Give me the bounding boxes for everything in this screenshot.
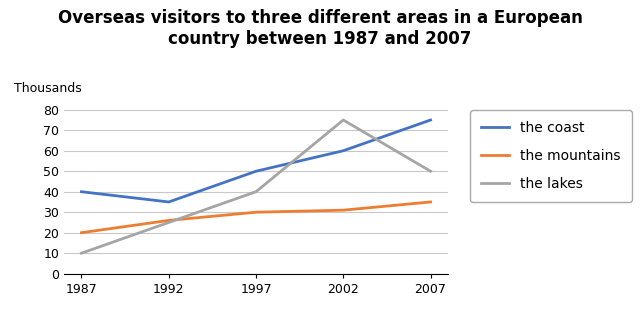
Line: the coast: the coast — [81, 120, 431, 202]
Line: the mountains: the mountains — [81, 202, 431, 233]
the lakes — [77, 251, 85, 255]
the coast — [427, 118, 435, 122]
the coast — [165, 200, 173, 204]
the mountains — [252, 210, 260, 214]
the coast — [77, 190, 85, 193]
the lakes — [427, 169, 435, 173]
Line: the lakes: the lakes — [81, 120, 431, 253]
the coast — [252, 169, 260, 173]
the lakes — [165, 220, 173, 224]
Legend: the coast, the mountains, the lakes: the coast, the mountains, the lakes — [470, 110, 632, 202]
Text: Thousands: Thousands — [14, 82, 82, 95]
the coast — [339, 149, 347, 153]
the mountains — [77, 231, 85, 234]
the lakes — [252, 190, 260, 193]
the mountains — [427, 200, 435, 204]
the mountains — [165, 219, 173, 222]
the mountains — [339, 208, 347, 212]
Text: Overseas visitors to three different areas in a European
country between 1987 an: Overseas visitors to three different are… — [58, 9, 582, 48]
the lakes — [339, 118, 347, 122]
